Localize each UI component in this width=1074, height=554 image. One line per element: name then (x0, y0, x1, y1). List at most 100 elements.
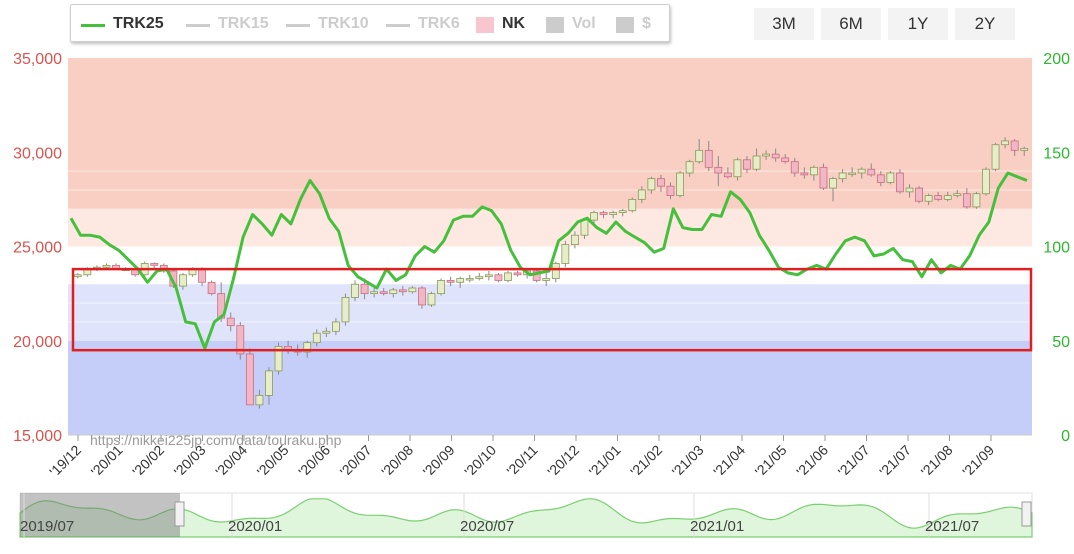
x-tick-label: '20/10 (461, 442, 499, 480)
candle-body (551, 263, 560, 279)
x-tick-label: '21/03 (669, 442, 707, 480)
candle-body (676, 172, 684, 197)
legend-label: TRK25 (113, 15, 164, 32)
nk-candle (274, 342, 283, 375)
nk-candle (896, 169, 904, 194)
candle-body (790, 161, 799, 174)
navigator-handle-left[interactable] (174, 501, 185, 527)
candle-body (982, 168, 990, 195)
nk-candle (723, 167, 732, 179)
legend: TRK25 TRK15 TRK10 TRK6 NK Vol $ (70, 4, 670, 42)
x-tick-label: '21/02 (627, 442, 665, 480)
candle-body (733, 159, 742, 178)
candle-body (867, 168, 876, 176)
range-button-3m[interactable]: 3M (754, 8, 814, 40)
range-button-6m[interactable]: 6M (821, 8, 881, 40)
nk-candle (379, 287, 388, 296)
nk-candle (762, 150, 770, 160)
candle-body (590, 212, 598, 221)
left-tick-label: 30,000 (13, 145, 62, 162)
candle-body (637, 189, 646, 200)
candle-body (494, 274, 503, 281)
candle-body (886, 172, 895, 183)
candle-body (571, 234, 579, 246)
candle-body (657, 178, 665, 187)
candle-body (408, 287, 417, 293)
candle-body (389, 289, 398, 295)
x-tick-label: '20/11 (503, 442, 540, 479)
nk-candle (245, 348, 254, 406)
right-tick-label: 50 (1052, 334, 1070, 351)
nk-candle (752, 148, 761, 172)
left-axis: 15,000 20,000 25,000 30,000 35,000 (13, 51, 62, 445)
band-4 (68, 340, 1032, 435)
candle-body (561, 244, 570, 264)
nk-candle (1001, 137, 1009, 149)
candle-body (207, 281, 216, 295)
candle-body (618, 210, 627, 213)
right-axis: 0 50 100 150 200 (1043, 51, 1070, 445)
x-tick-label: '21/07 (835, 442, 873, 480)
candle-body (102, 264, 111, 268)
x-tick-label: '21/05 (752, 442, 790, 480)
nk-candle (934, 191, 943, 202)
nk-candle (484, 271, 493, 281)
nk-candle (331, 318, 340, 336)
legend-line-swatch (386, 24, 410, 27)
nk-candle (685, 159, 694, 177)
candle-body (800, 172, 809, 176)
navigator-tick-label: 2020/07 (460, 518, 514, 535)
nk-candle (982, 167, 990, 196)
nk-candle (714, 156, 723, 187)
nk-candle (1010, 139, 1019, 157)
navigator-handle-right[interactable] (1021, 501, 1032, 527)
nk-candle (456, 276, 465, 288)
nk-candle (666, 182, 675, 200)
candle-body (781, 157, 790, 163)
navigator-tick-label: 2021/01 (690, 518, 744, 535)
candle-body (351, 283, 359, 298)
nk-candle (1020, 146, 1029, 157)
candle-body (331, 321, 340, 332)
legend-box-swatch (616, 17, 634, 33)
left-tick-label: 20,000 (13, 334, 62, 351)
candle-body (771, 153, 780, 159)
x-tick-label: '20/07 (337, 442, 375, 480)
candle-body (685, 161, 694, 174)
nk-candle (341, 293, 350, 326)
nk-candle (743, 156, 751, 173)
nk-candle (867, 163, 876, 177)
legend-line-swatch (186, 24, 210, 27)
nk-candle (886, 171, 895, 185)
nk-candle (265, 367, 273, 405)
nk-candle (590, 210, 598, 224)
x-tick-label: '21/09 (959, 442, 997, 480)
nk-candle (312, 329, 321, 347)
navigator-tick-label: 2019/07 (20, 518, 74, 535)
candle-body (465, 278, 474, 281)
range-button-2y[interactable]: 2Y (955, 8, 1015, 40)
nk-candle (437, 278, 445, 296)
nk-candle (657, 174, 665, 192)
candle-body (876, 174, 885, 183)
x-tick-label: '21/08 (918, 442, 956, 480)
x-tick-label: '20/09 (420, 442, 458, 480)
range-button-1y[interactable]: 1Y (888, 8, 948, 40)
nk-candle (571, 231, 579, 249)
candle-body (972, 193, 981, 208)
candle-body (628, 198, 637, 212)
navigator: 2019/07 2020/01 2020/07 2021/01 2021/07 (19, 492, 1033, 538)
nk-candle (810, 165, 818, 181)
navigator-tick-label: 2021/07 (925, 518, 979, 535)
nk-candle (924, 193, 933, 206)
candle-body (398, 289, 407, 293)
nk-candle (418, 286, 426, 309)
candle-body (905, 187, 914, 193)
nk-candle (838, 169, 847, 183)
candle-body (437, 280, 445, 295)
nk-candle (857, 167, 866, 179)
nk-candle (676, 171, 684, 198)
candle-body (456, 278, 465, 283)
nk-candle (513, 271, 522, 277)
